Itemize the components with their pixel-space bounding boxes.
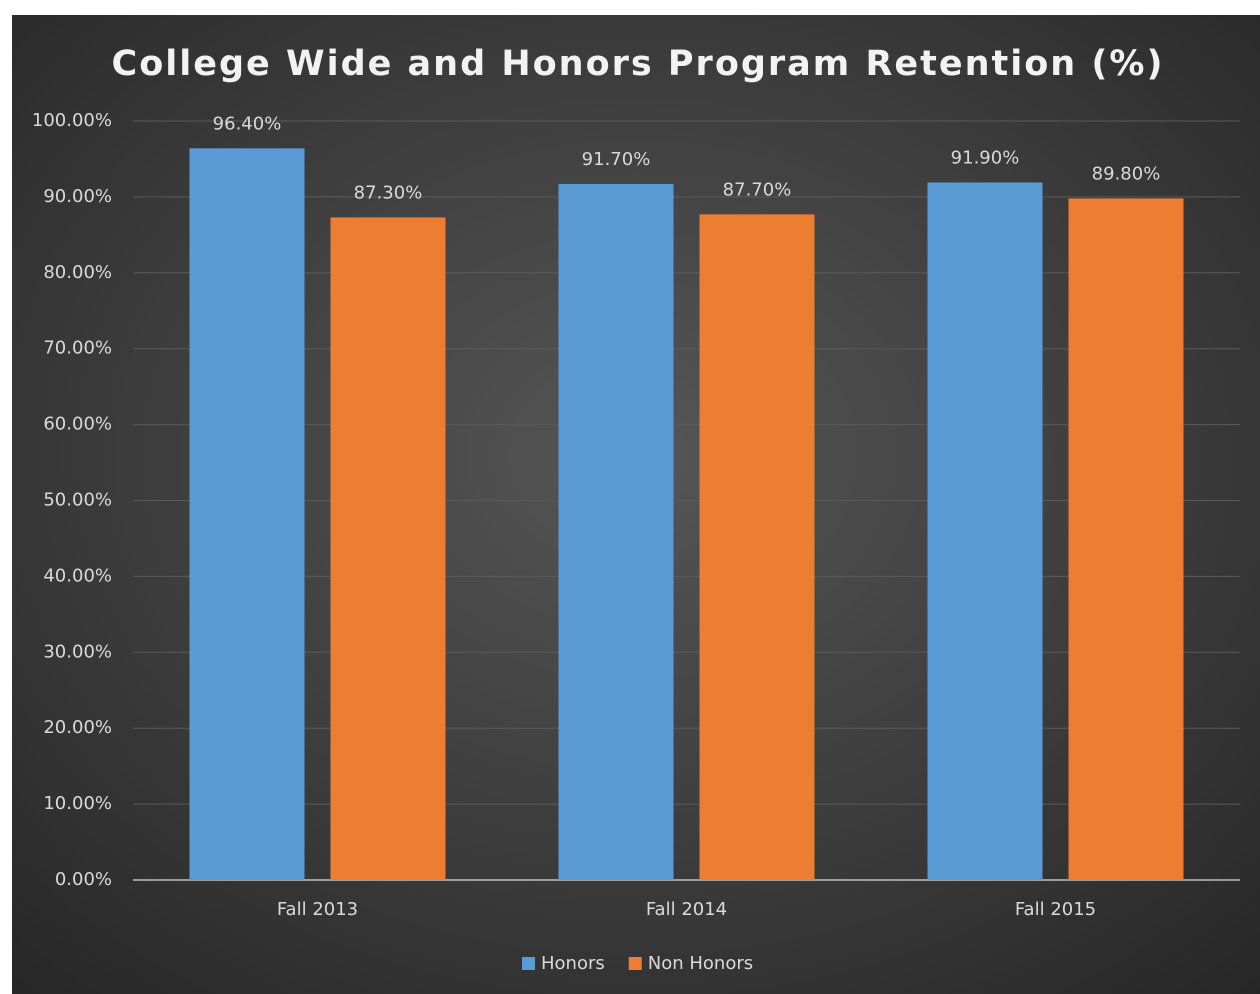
y-tick-label: 50.00% [43,490,112,511]
data-label: 87.70% [723,179,792,200]
bar [1068,198,1184,881]
bar [189,148,305,881]
legend-swatch [628,957,642,970]
y-tick-label: 30.00% [43,641,112,662]
legend-swatch [522,957,535,970]
y-tick-label: 10.00% [43,793,112,814]
bar [558,183,674,880]
chart-title: College Wide and Honors Program Retentio… [112,44,1165,84]
y-tick-label: 90.00% [43,186,112,207]
legend-label: Honors [541,953,605,974]
data-label: 87.30% [354,182,423,203]
bar [927,182,1043,880]
y-tick-label: 60.00% [43,414,112,435]
y-tick-label: 0.00% [55,869,112,890]
data-label: 91.70% [582,149,651,170]
legend-label: Non Honors [648,953,753,974]
x-tick-label: Fall 2014 [646,899,727,920]
y-tick-label: 20.00% [43,717,112,738]
y-tick-label: 80.00% [43,262,112,283]
y-tick-label: 40.00% [43,565,112,586]
x-tick-label: Fall 2013 [277,899,358,920]
y-tick-label: 70.00% [43,338,112,359]
bar [330,217,446,880]
data-label: 89.80% [1092,163,1161,184]
data-label: 91.90% [951,147,1020,168]
data-label: 96.40% [213,113,282,134]
x-tick-label: Fall 2015 [1015,899,1096,920]
y-tick-label: 100.00% [32,110,112,131]
bar [699,214,815,880]
